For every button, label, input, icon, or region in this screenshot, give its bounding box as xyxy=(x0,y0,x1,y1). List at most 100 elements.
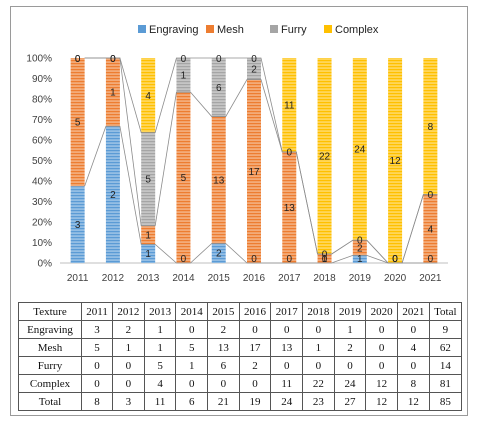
data-label-engraving-2019: 1 xyxy=(357,254,363,265)
data-label-furry-2015: 6 xyxy=(216,83,222,94)
table-cell: 27 xyxy=(333,392,367,411)
table-cell: 3 xyxy=(112,392,145,411)
table-cell: 9 xyxy=(428,320,463,339)
table-cell: 0 xyxy=(112,356,145,375)
table-cell: 13 xyxy=(207,338,240,357)
table-cell: 0 xyxy=(238,374,272,393)
x-tick-label: 2014 xyxy=(172,273,195,284)
data-label-mesh-2019: 2 xyxy=(357,243,363,254)
data-label-engraving-2015: 2 xyxy=(216,249,222,260)
table-cell: 0 xyxy=(397,356,430,375)
table-header-row: Texture 2011 2012 2013 2014 2015 2016 2017 2018 2… xyxy=(18,302,463,321)
data-label-mesh-2020: 0 xyxy=(392,254,398,265)
data-label-mesh-2011: 5 xyxy=(75,118,81,129)
table-cell: 0 xyxy=(112,374,145,393)
table-cell: 0 xyxy=(175,374,209,393)
data-label-complex-2015: 0 xyxy=(216,54,222,65)
table-cell: 1 xyxy=(143,320,177,339)
x-tick-label: 2020 xyxy=(384,273,407,284)
table-cell: 0 xyxy=(397,320,430,339)
data-label-engraving-2012: 2 xyxy=(110,190,116,201)
table-cell: 22 xyxy=(302,374,335,393)
table-cell: 2 xyxy=(207,320,240,339)
bar-engraving-2011 xyxy=(70,186,85,263)
data-label-engraving-2013: 1 xyxy=(145,249,151,260)
data-label-engraving-2020: 0 xyxy=(392,254,398,265)
bar-furry-2014 xyxy=(176,58,191,93)
data-table: Texture 2011 2012 2013 2014 2015 2016 2017 2018 2… xyxy=(18,302,463,411)
table-cell: 1 xyxy=(333,320,367,339)
bar-complex-2013 xyxy=(141,58,156,133)
table-cell: 5 xyxy=(143,356,177,375)
legend-swatch-complex xyxy=(324,25,332,33)
figure-frame xyxy=(10,6,468,416)
table-cell: 11 xyxy=(270,374,304,393)
data-label-complex-2021: 8 xyxy=(428,122,434,133)
data-label-complex-2017: 11 xyxy=(284,100,295,111)
table-cell: 6 xyxy=(175,392,209,411)
bar-complex-2021 xyxy=(423,58,438,195)
table-header-cell: 2017 xyxy=(270,302,304,321)
table-cell: 0 xyxy=(365,320,398,339)
data-label-furry-2017: 0 xyxy=(286,147,292,158)
table-cell: 0 xyxy=(333,356,367,375)
bar-engraving-2015 xyxy=(211,243,226,263)
table-cell: 0 xyxy=(270,356,304,375)
data-label-engraving-2014: 0 xyxy=(181,254,187,265)
table-cell: 2 xyxy=(112,320,145,339)
series-line-engraving xyxy=(84,125,438,264)
table-cell: 0 xyxy=(302,320,335,339)
data-label-engraving-2021: 0 xyxy=(428,254,434,265)
bar-mesh-2014 xyxy=(176,92,191,264)
table-cell: Complex xyxy=(18,374,82,393)
bar-mesh-2012 xyxy=(105,58,120,127)
table-cell: 12 xyxy=(365,374,398,393)
data-label-furry-2016: 2 xyxy=(251,64,257,75)
y-tick-label: 60% xyxy=(32,136,52,147)
bar-mesh-2017 xyxy=(282,151,297,263)
legend-label-complex: Complex xyxy=(335,24,379,36)
table-header-cell: 2021 xyxy=(397,302,430,321)
bar-complex-2018 xyxy=(317,58,332,255)
table-cell: 85 xyxy=(428,392,463,411)
table-cell: 17 xyxy=(238,338,272,357)
table-header-cell: Total xyxy=(428,302,463,321)
data-label-engraving-2017: 0 xyxy=(286,254,292,265)
table-header-cell: 2015 xyxy=(207,302,240,321)
y-tick-label: 30% xyxy=(32,197,52,208)
y-tick-label: 50% xyxy=(32,156,52,167)
table-cell: 8 xyxy=(397,374,430,393)
bar-complex-2019 xyxy=(352,58,367,241)
table-row: Mesh 5 1 1 5 13 17 13 1 2 0 4 62 xyxy=(18,338,463,357)
bar-mesh-2013 xyxy=(141,225,156,245)
data-label-furry-2013: 5 xyxy=(145,175,151,186)
y-tick-label: 0% xyxy=(38,259,53,270)
data-label-mesh-2015: 13 xyxy=(213,176,225,187)
data-label-furry-2020: 0 xyxy=(392,254,398,265)
data-label-furry-2018: 0 xyxy=(322,250,328,261)
table-body: Engraving 3 2 1 0 2 0 0 0 1 0 0 9 Mesh 5 1 1 5 13 17 13 1 2 0 4 6… xyxy=(18,320,463,411)
y-tick-label: 100% xyxy=(26,54,52,65)
data-label-furry-2019: 0 xyxy=(357,236,363,247)
table-row: Furry 0 0 5 1 6 2 0 0 0 0 0 14 xyxy=(18,356,463,375)
data-label-complex-2011: 0 xyxy=(75,54,81,65)
legend-swatch-engraving xyxy=(138,25,146,33)
table-cell: Total xyxy=(18,392,82,411)
table-cell: 23 xyxy=(302,392,335,411)
table-cell: 0 xyxy=(302,356,335,375)
data-label-mesh-2013: 1 xyxy=(145,231,151,242)
x-tick-label: 2015 xyxy=(208,273,231,284)
data-label-mesh-2021: 4 xyxy=(428,224,434,235)
table-cell: 5 xyxy=(175,338,209,357)
bar-engraving-2012 xyxy=(105,126,120,263)
table-cell: Furry xyxy=(18,356,82,375)
x-tick-label: 2012 xyxy=(102,273,125,284)
table-cell: Mesh xyxy=(18,338,82,357)
table-cell: 13 xyxy=(270,338,304,357)
bar-furry-2016 xyxy=(247,58,261,80)
bar-mesh-2015 xyxy=(211,116,226,244)
table-header-cell: 2018 xyxy=(302,302,335,321)
y-tick-label: 90% xyxy=(32,74,52,85)
data-label-mesh-2016: 17 xyxy=(248,167,260,178)
